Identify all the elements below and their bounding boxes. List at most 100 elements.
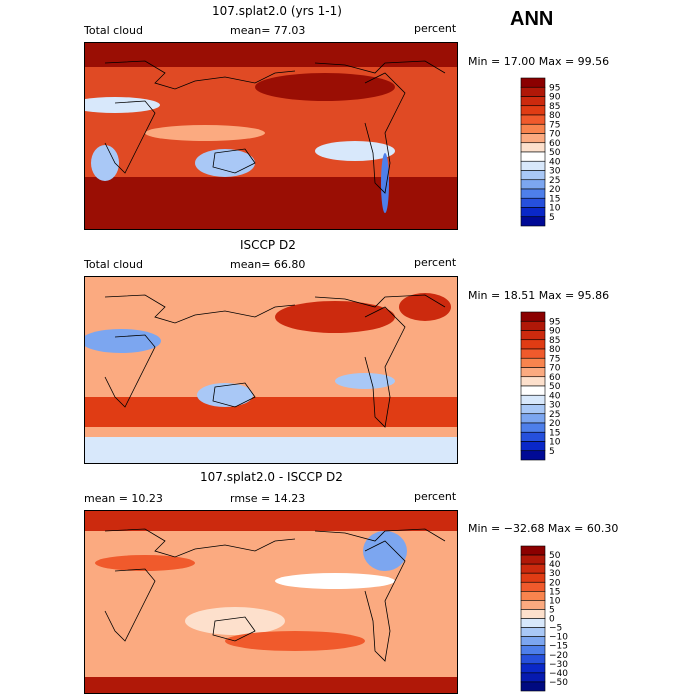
panel3-io xyxy=(185,607,285,635)
season-label: ANN xyxy=(510,8,554,30)
panel2-units: percent xyxy=(414,256,457,269)
colorbar-tick-label: 15 xyxy=(549,428,560,438)
colorbar-tick-label: 95 xyxy=(549,83,560,93)
colorbar-tick-label: 10 xyxy=(549,204,561,214)
panel2-map-svg xyxy=(85,277,457,463)
coastline xyxy=(104,528,296,558)
colorbar-tick-label: 30 xyxy=(549,167,561,177)
colorbar-swatch xyxy=(520,394,546,405)
panel1-australia xyxy=(195,149,255,177)
colorbar-tick-label: 75 xyxy=(549,354,560,364)
panel2-australia xyxy=(197,383,253,407)
panel3-minmax: Min = −32.68 Max = 60.30 xyxy=(468,522,619,535)
colorbar-swatch xyxy=(520,105,546,116)
panel1-arctic xyxy=(85,43,457,67)
colorbar-swatch xyxy=(520,672,546,683)
panel1-mean: mean= 77.03 xyxy=(230,24,306,37)
panel1-map xyxy=(84,42,458,230)
colorbar-swatch xyxy=(520,572,546,583)
colorbar-swatch xyxy=(520,311,546,322)
coastline xyxy=(364,72,406,194)
panel2-sepacific xyxy=(335,373,395,389)
panel3-title: 107.splat2.0 - ISCCP D2 xyxy=(200,470,343,484)
colorbar-tick-label: 10 xyxy=(549,438,561,448)
colorbar-swatch xyxy=(520,545,546,556)
coastline xyxy=(104,294,296,324)
coastline xyxy=(212,382,256,408)
colorbar-swatch xyxy=(520,77,546,88)
colorbar-swatch xyxy=(520,357,546,368)
colorbar-swatch xyxy=(520,114,546,125)
colorbar-swatch xyxy=(520,600,546,610)
colorbar-swatch xyxy=(520,563,546,574)
colorbar-swatch xyxy=(520,197,546,208)
colorbar-swatch xyxy=(520,450,546,461)
colorbar-tick-label: −30 xyxy=(549,660,568,670)
colorbar-swatch xyxy=(520,86,546,97)
panel3-mean: mean = 10.23 xyxy=(84,492,163,505)
colorbar-tick-label: 90 xyxy=(549,93,561,103)
colorbar-swatch xyxy=(520,320,546,331)
coastline xyxy=(364,306,406,428)
colorbar-swatch xyxy=(520,645,546,656)
colorbar-tick-label: 15 xyxy=(549,194,560,204)
colorbar-tick-label: −15 xyxy=(549,642,568,652)
colorbar-tick-label: 95 xyxy=(549,317,560,327)
colorbar-swatch xyxy=(520,385,546,396)
colorbar-tick-label: 5 xyxy=(549,213,555,223)
colorbar-swatch xyxy=(520,367,546,378)
colorbar-swatch xyxy=(520,170,546,181)
coastline xyxy=(314,60,446,74)
panel2-mean: mean= 66.80 xyxy=(230,258,306,271)
panel3-antarctica xyxy=(85,677,457,693)
colorbar-swatch xyxy=(520,431,546,442)
colorbar-tick-label: 50 xyxy=(549,382,561,392)
colorbar-swatch xyxy=(520,441,546,452)
colorbar-tick-label: 80 xyxy=(549,345,561,355)
colorbar-tick-label: 10 xyxy=(549,596,561,606)
colorbar-swatch xyxy=(520,422,546,433)
colorbar-swatch xyxy=(520,618,546,628)
colorbar-tick-label: 40 xyxy=(549,560,561,570)
colorbar-tick-label: 30 xyxy=(549,401,561,411)
coastline xyxy=(364,540,406,662)
colorbar-tick-label: 30 xyxy=(549,569,561,579)
colorbar-tick-label: 80 xyxy=(549,111,561,121)
panel2-minmax: Min = 18.51 Max = 95.86 xyxy=(468,289,610,302)
coastline xyxy=(104,100,156,174)
coastline xyxy=(104,60,296,90)
colorbar-tick-label: 70 xyxy=(549,364,561,374)
colorbar-tick-label: 60 xyxy=(549,373,561,383)
colorbar-tick-label: 25 xyxy=(549,176,560,186)
colorbar-swatch xyxy=(520,133,546,144)
coastline xyxy=(314,528,446,542)
panel2-map xyxy=(84,276,458,464)
colorbar-tick-label: 85 xyxy=(549,102,560,112)
colorbar-swatch xyxy=(520,627,546,637)
panel3-tropics xyxy=(275,573,395,589)
colorbar-swatch xyxy=(520,348,546,359)
colorbar-tick-label: 40 xyxy=(549,391,561,401)
colorbar-swatch xyxy=(520,681,546,692)
colorbar-tick-label: 5 xyxy=(549,605,555,615)
colorbar-swatch xyxy=(520,404,546,415)
panel3-units: percent xyxy=(414,490,457,503)
colorbar-swatch xyxy=(520,123,546,134)
colorbar-swatch xyxy=(520,663,546,674)
panel3-rmse: rmse = 14.23 xyxy=(230,492,306,505)
colorbar-tick-label: 20 xyxy=(549,185,561,195)
panel2-antarctica xyxy=(85,437,457,463)
panel3-map-svg xyxy=(85,511,457,693)
panel2-colorbar: 95 90 85 80 75 70 60 50 40 30 25 20 15 10 5 xyxy=(520,311,561,461)
coastline xyxy=(212,616,256,642)
panel1-map-svg xyxy=(85,43,457,229)
colorbar-swatch xyxy=(520,591,546,601)
colorbar-tick-label: −40 xyxy=(549,669,568,679)
panel2-title: ISCCP D2 xyxy=(240,238,296,252)
colorbar-swatch xyxy=(520,216,546,227)
colorbar-tick-label: 60 xyxy=(549,139,561,149)
colorbar-swatch xyxy=(520,609,546,619)
colorbar-tick-label: 20 xyxy=(549,419,561,429)
